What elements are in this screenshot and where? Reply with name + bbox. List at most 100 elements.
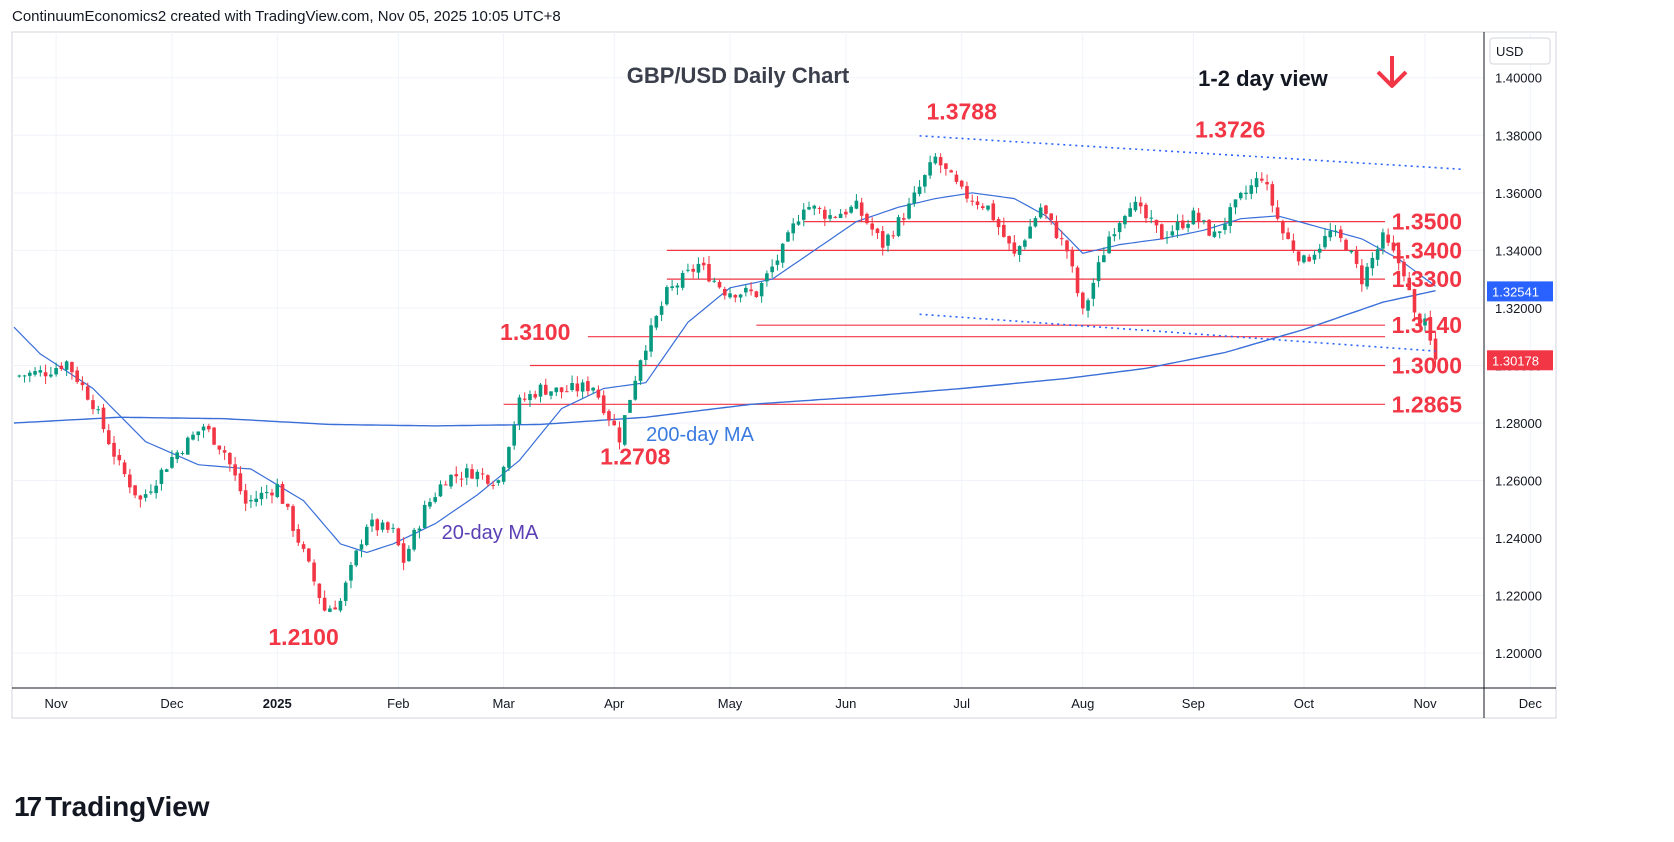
candle-body <box>1054 221 1059 239</box>
candle-body <box>1233 199 1238 208</box>
candle-body <box>1186 224 1190 228</box>
candle-body <box>938 157 943 166</box>
candle-body <box>59 365 64 370</box>
candle-body <box>1044 205 1048 214</box>
candle-body <box>370 519 374 527</box>
candle-body <box>238 473 243 492</box>
candle-body <box>959 180 964 187</box>
candle-body <box>1007 236 1011 244</box>
candle-body <box>38 370 43 373</box>
candle-body <box>243 490 248 504</box>
candle-body <box>728 293 732 298</box>
y-tick-label: 1.34000 <box>1495 243 1542 258</box>
candle-body <box>617 427 622 443</box>
candle-body <box>1107 236 1111 254</box>
candle-body <box>338 600 343 611</box>
candle-body <box>228 452 232 465</box>
candle-body <box>1323 236 1327 248</box>
candle-body <box>407 548 411 562</box>
y-tick-label: 1.20000 <box>1495 646 1542 661</box>
candle-body <box>1407 277 1412 291</box>
candle-body <box>944 163 948 169</box>
candle-body <box>1244 192 1248 195</box>
candle-body <box>217 445 222 450</box>
candle-body <box>849 206 853 213</box>
candle-body <box>1312 254 1317 260</box>
candle-body <box>833 216 838 218</box>
candle-body <box>507 447 511 468</box>
candle-body <box>391 527 395 529</box>
candle-body <box>43 372 48 377</box>
candle-body <box>612 420 617 426</box>
candle-body <box>149 491 153 493</box>
candle-body <box>143 494 148 498</box>
candle-body <box>1138 202 1143 207</box>
candle-body <box>543 384 548 395</box>
candle-body <box>96 409 101 411</box>
price-annotation: 1.2100 <box>268 624 338 650</box>
candle-body <box>575 383 580 392</box>
level-label: 1.2865 <box>1392 391 1463 417</box>
y-tick-label: 1.22000 <box>1495 589 1542 604</box>
candle-body <box>170 457 174 468</box>
candle-body <box>80 382 85 386</box>
candle-body <box>954 174 959 182</box>
candle-body <box>838 213 843 219</box>
candle-body <box>570 383 574 391</box>
candle-body <box>1086 300 1090 311</box>
x-tick-label: 2025 <box>263 696 292 711</box>
x-tick-label: Apr <box>604 696 625 711</box>
candle-body <box>1038 207 1043 218</box>
candle-body <box>1370 257 1375 269</box>
candle-body <box>686 269 690 271</box>
candle-body <box>780 243 785 263</box>
candle-body <box>459 478 464 480</box>
candle-body <box>896 217 901 236</box>
candle-body <box>859 202 864 216</box>
candle-body <box>1328 231 1333 238</box>
grid <box>11 31 1557 719</box>
candle-body <box>649 325 653 352</box>
candle-body <box>449 474 453 487</box>
candle-body <box>1096 262 1101 282</box>
candle-body <box>49 374 53 377</box>
view-label: 1-2 day view <box>1198 66 1329 91</box>
moving-averages <box>13 192 1436 554</box>
candle-body <box>622 415 627 445</box>
candle-body <box>296 529 301 543</box>
candle-body <box>1275 207 1280 219</box>
candle-body <box>291 506 295 531</box>
candlesticks <box>17 153 1438 613</box>
candle-body <box>1402 261 1406 277</box>
candle-body <box>1386 234 1390 243</box>
y-tick-label: 1.28000 <box>1495 416 1542 431</box>
tradingview-logo[interactable]: 17 TradingView <box>14 791 210 823</box>
candle-body <box>180 453 185 455</box>
candle-body <box>970 200 975 202</box>
candle-body <box>1181 220 1185 229</box>
candle-body <box>396 528 401 546</box>
candle-body <box>1012 242 1017 254</box>
support-resistance-levels <box>503 221 1385 405</box>
candle-body <box>744 287 748 293</box>
candle-body <box>1149 217 1154 219</box>
candle-body <box>891 235 896 237</box>
candle-body <box>401 543 406 563</box>
candle-body <box>644 350 648 360</box>
candle-body <box>1091 282 1096 299</box>
candle-body <box>1286 232 1290 239</box>
candle-body <box>428 501 432 507</box>
candle-body <box>880 231 885 248</box>
candle-body <box>817 208 822 210</box>
candle-body <box>1175 221 1180 231</box>
last-price-label: 1.30178 <box>1492 353 1539 368</box>
candle-body <box>1223 224 1227 230</box>
candle-body <box>659 306 664 315</box>
candle-body <box>654 316 659 328</box>
candle-body <box>1017 246 1022 255</box>
y-tick-label: 1.36000 <box>1495 186 1542 201</box>
x-tick-label: Dec <box>160 696 184 711</box>
candle-body <box>1065 240 1069 252</box>
candle-body <box>1165 237 1169 239</box>
